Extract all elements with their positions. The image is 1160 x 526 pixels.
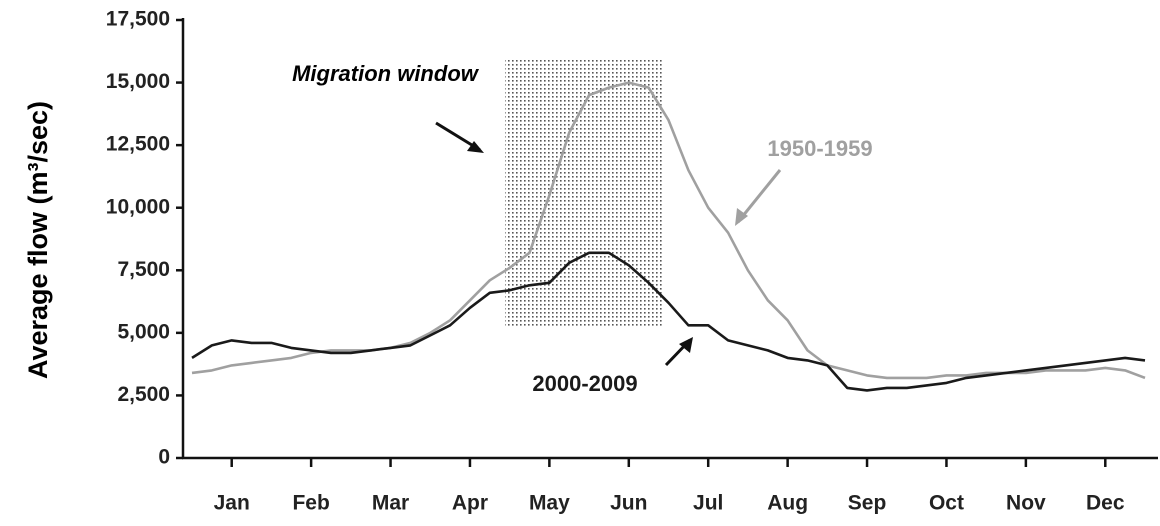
x-tick-label: Jul bbox=[693, 492, 723, 515]
y-axis-label: Average flow (m³/sec) bbox=[23, 101, 53, 379]
series-label: 2000-2009 bbox=[532, 371, 637, 396]
x-tick-label: May bbox=[529, 492, 570, 515]
series-label: 1950-1959 bbox=[767, 136, 872, 161]
y-tick-label: 2,500 bbox=[117, 383, 170, 406]
y-tick-label: 17,500 bbox=[106, 8, 170, 31]
x-tick-label: Sep bbox=[848, 492, 887, 515]
x-tick-label: Dec bbox=[1086, 492, 1125, 515]
y-tick-label: 5,000 bbox=[117, 320, 170, 343]
series-arrow bbox=[736, 169, 782, 223]
series-line bbox=[191, 251, 1146, 392]
x-tick-label: Nov bbox=[1006, 492, 1046, 515]
y-tick-label: 10,000 bbox=[106, 195, 170, 218]
x-tick-label: Oct bbox=[929, 492, 964, 515]
x-tick-label: Mar bbox=[372, 492, 409, 515]
y-tick-label: 7,500 bbox=[117, 258, 170, 281]
annotation-arrow-head bbox=[467, 141, 484, 153]
x-tick-label: Feb bbox=[292, 492, 329, 515]
annotation: Migration window bbox=[292, 61, 480, 86]
y-tick-label: 0 bbox=[158, 446, 170, 469]
x-tick-label: Apr bbox=[452, 492, 488, 515]
x-tick-label: Aug bbox=[767, 492, 808, 515]
x-tick-label: Jan bbox=[214, 492, 250, 515]
series-arrow-head bbox=[679, 337, 693, 353]
x-tick-label: Jun bbox=[610, 492, 647, 515]
series-arrow-head bbox=[735, 208, 748, 226]
y-tick-label: 12,500 bbox=[106, 133, 170, 156]
series-line bbox=[191, 81, 1146, 380]
y-tick-label: 15,000 bbox=[106, 70, 170, 93]
migration-window bbox=[505, 60, 662, 328]
